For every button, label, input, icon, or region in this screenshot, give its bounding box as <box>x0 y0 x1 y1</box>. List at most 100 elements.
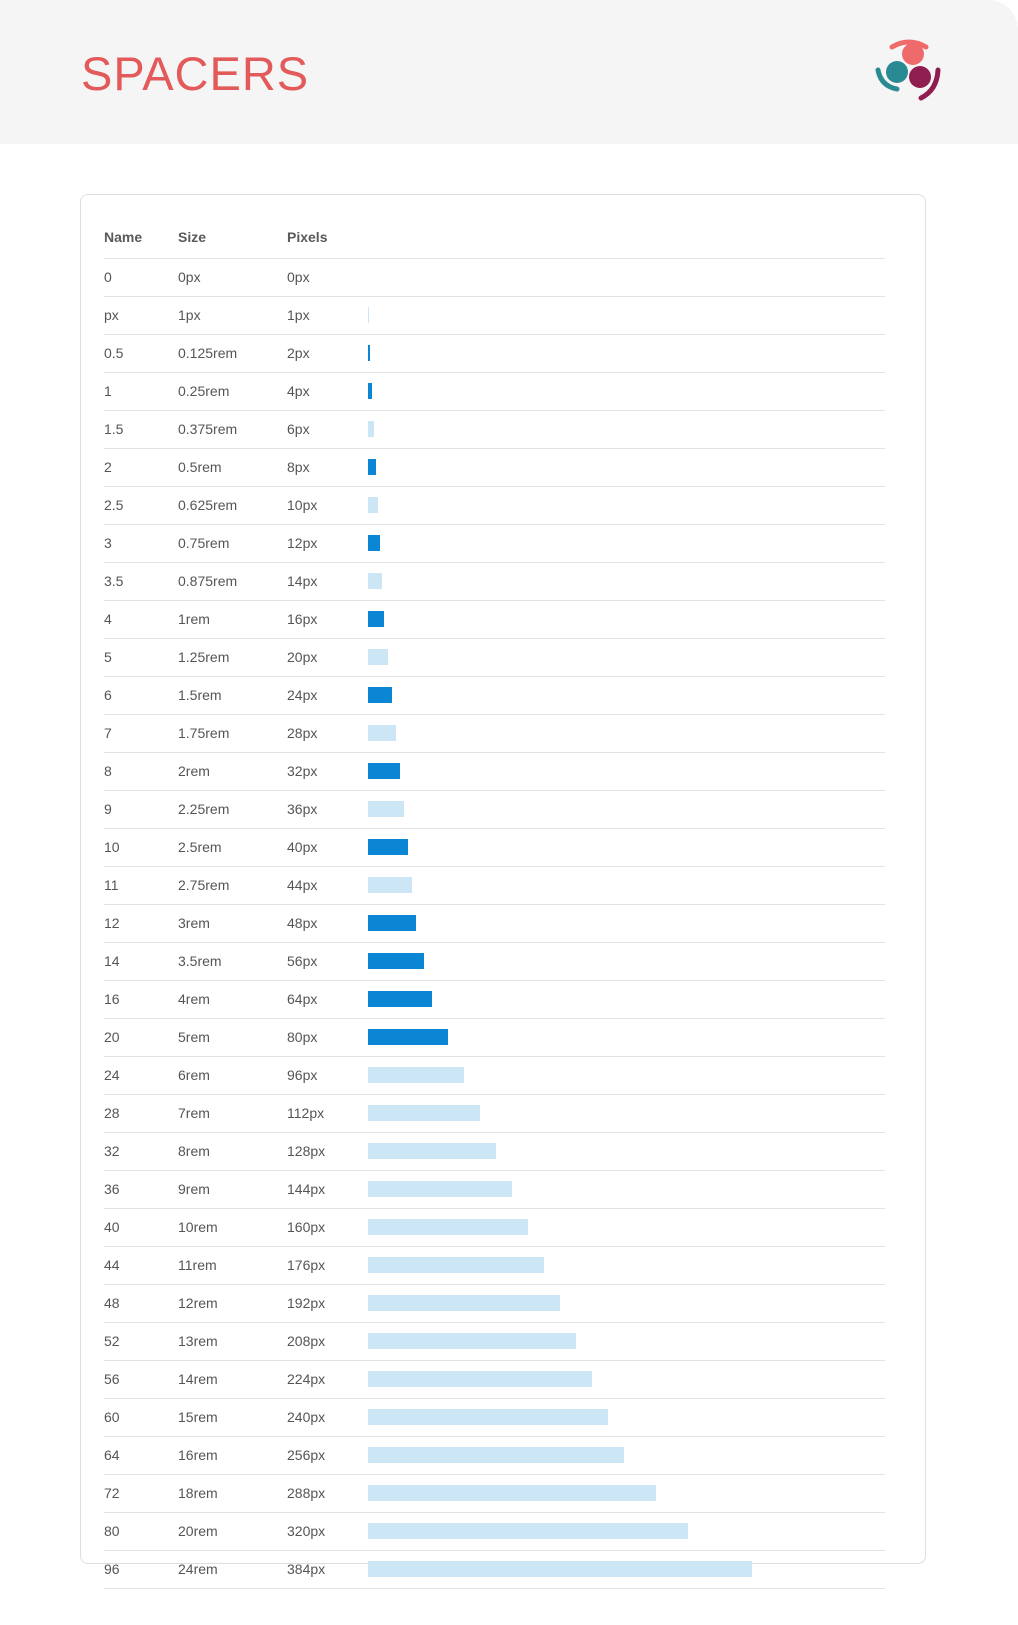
spacer-bar <box>368 421 374 437</box>
table-row: 3.5 0.875rem 14px <box>104 563 885 601</box>
table-row: 56 14rem 224px <box>104 1361 885 1399</box>
spacer-bar <box>368 1371 592 1387</box>
spacer-size: 0px <box>178 269 201 285</box>
spacer-bar <box>368 1067 464 1083</box>
spacer-size: 16rem <box>178 1447 218 1463</box>
spacer-pixels: 12px <box>287 535 318 551</box>
spacer-size: 24rem <box>178 1561 218 1577</box>
spacer-name: 5 <box>104 649 112 665</box>
spacer-pixels: 384px <box>287 1561 326 1577</box>
table-row: 2.5 0.625rem 10px <box>104 487 885 525</box>
table-row: 3 0.75rem 12px <box>104 525 885 563</box>
spacer-bar <box>368 915 416 931</box>
spacer-name: 28 <box>104 1105 120 1121</box>
spacer-name: 72 <box>104 1485 120 1501</box>
spacer-name: 96 <box>104 1561 120 1577</box>
spacer-pixels: 80px <box>287 1029 318 1045</box>
spacer-size: 14rem <box>178 1371 218 1387</box>
spacer-name: 20 <box>104 1029 120 1045</box>
table-row: 4 1rem 16px <box>104 601 885 639</box>
spacer-pixels: 44px <box>287 877 318 893</box>
spacer-name: 6 <box>104 687 112 703</box>
spacer-pixels: 64px <box>287 991 318 1007</box>
spacer-bar <box>368 953 424 969</box>
spacer-size: 15rem <box>178 1409 218 1425</box>
spacer-name: 40 <box>104 1219 120 1235</box>
table-row: 12 3rem 48px <box>104 905 885 943</box>
spacer-pixels: 10px <box>287 497 318 513</box>
spacer-size: 20rem <box>178 1523 218 1539</box>
spacer-name: 36 <box>104 1181 120 1197</box>
table-row: 8 2rem 32px <box>104 753 885 791</box>
spacer-name: 1 <box>104 383 112 399</box>
spacer-size: 8rem <box>178 1143 210 1159</box>
spacer-bar <box>368 611 384 627</box>
spacer-pixels: 192px <box>287 1295 326 1311</box>
spacer-pixels: 28px <box>287 725 318 741</box>
table-row: 5 1.25rem 20px <box>104 639 885 677</box>
table-row: 16 4rem 64px <box>104 981 885 1019</box>
table-row: 40 10rem 160px <box>104 1209 885 1247</box>
table-row: 6 1.5rem 24px <box>104 677 885 715</box>
spacer-bar <box>368 725 396 741</box>
spacer-bar <box>368 1181 512 1197</box>
table-row: 48 12rem 192px <box>104 1285 885 1323</box>
table-row: 0 0px 0px <box>104 259 885 297</box>
table-row: 10 2.5rem 40px <box>104 829 885 867</box>
spacer-bar <box>368 1257 544 1273</box>
spacer-bar <box>368 1485 656 1501</box>
spacer-bar <box>368 1447 624 1463</box>
table-row: 24 6rem 96px <box>104 1057 885 1095</box>
table-row: 32 8rem 128px <box>104 1133 885 1171</box>
spacer-pixels: 160px <box>287 1219 326 1235</box>
table-row: 60 15rem 240px <box>104 1399 885 1437</box>
table-row: 11 2.75rem 44px <box>104 867 885 905</box>
spacer-pixels: 40px <box>287 839 318 855</box>
spacer-size: 1.5rem <box>178 687 222 703</box>
spacer-bar <box>368 1295 560 1311</box>
spacer-pixels: 176px <box>287 1257 326 1273</box>
spacer-bar <box>368 383 372 399</box>
spacer-bar <box>368 1029 448 1045</box>
spacer-pixels: 208px <box>287 1333 326 1349</box>
spacer-name: 4 <box>104 611 112 627</box>
spacer-bar <box>368 573 382 589</box>
spacer-name: 7 <box>104 725 112 741</box>
spacer-pixels: 128px <box>287 1143 326 1159</box>
spacer-size: 13rem <box>178 1333 218 1349</box>
spacer-size: 3rem <box>178 915 210 931</box>
spacer-size: 2.5rem <box>178 839 222 855</box>
spacer-size: 2.75rem <box>178 877 230 893</box>
spacer-size: 0.75rem <box>178 535 230 551</box>
spacer-pixels: 288px <box>287 1485 326 1501</box>
spacer-name: 3 <box>104 535 112 551</box>
spacer-name: 16 <box>104 991 120 1007</box>
spacer-name: 0 <box>104 269 112 285</box>
spacer-size: 0.375rem <box>178 421 238 437</box>
spacer-bar <box>368 535 380 551</box>
table-row: 52 13rem 208px <box>104 1323 885 1361</box>
spacer-name: 8 <box>104 763 112 779</box>
spacer-name: 60 <box>104 1409 120 1425</box>
spacer-name: 24 <box>104 1067 120 1083</box>
spacer-pixels: 320px <box>287 1523 326 1539</box>
spacer-name: 32 <box>104 1143 120 1159</box>
spacer-size: 6rem <box>178 1067 210 1083</box>
spacer-pixels: 2px <box>287 345 310 361</box>
spacer-name: 0.5 <box>104 345 124 361</box>
table-row: 7 1.75rem 28px <box>104 715 885 753</box>
spacer-size: 10rem <box>178 1219 218 1235</box>
table-row: 20 5rem 80px <box>104 1019 885 1057</box>
spacer-size: 2rem <box>178 763 210 779</box>
spacer-bar <box>368 1219 528 1235</box>
spacer-bar <box>368 687 392 703</box>
spacer-pixels: 24px <box>287 687 318 703</box>
table-row: 80 20rem 320px <box>104 1513 885 1551</box>
spacer-pixels: 144px <box>287 1181 326 1197</box>
table-row: 9 2.25rem 36px <box>104 791 885 829</box>
table-row: 2 0.5rem 8px <box>104 449 885 487</box>
spacer-pixels: 56px <box>287 953 318 969</box>
spacer-pixels: 48px <box>287 915 318 931</box>
spacer-bar <box>368 307 369 323</box>
spacer-size: 4rem <box>178 991 210 1007</box>
